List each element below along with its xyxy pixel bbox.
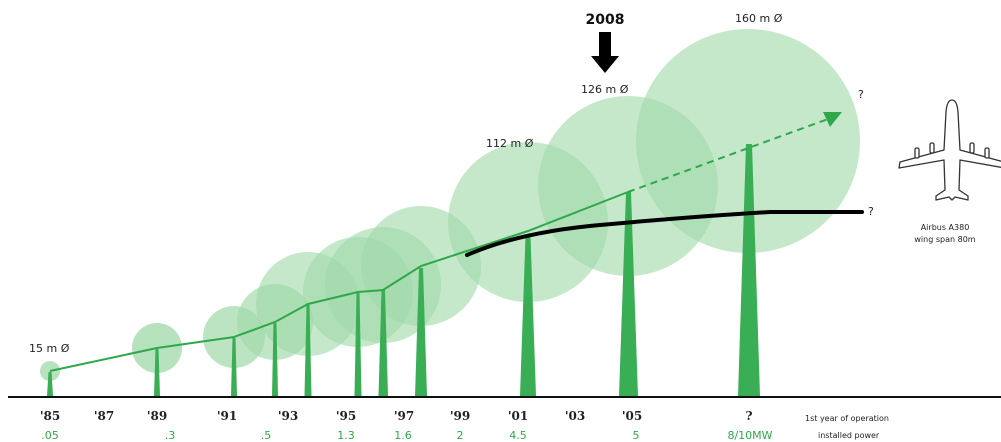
year-2008-label: 2008	[586, 12, 625, 28]
tower-05	[619, 192, 638, 396]
tower-93	[272, 323, 278, 396]
legend-year-of-operation: 1st year of operation	[805, 414, 889, 423]
tower-01	[520, 236, 536, 396]
year-label-97: '97	[394, 409, 414, 423]
towers	[47, 144, 760, 396]
power-label-future: 8/10MW	[727, 429, 772, 442]
year-label-89: '89	[147, 409, 167, 423]
year-labels: '85 '87 '89 '91 '93 '95 '97 '99 '01 '03 …	[40, 409, 753, 423]
down-arrow-icon	[591, 32, 619, 73]
year-label-93: '93	[278, 409, 298, 423]
airplane-wingspan: wing span 80m	[914, 235, 975, 244]
diameter-label-126m: 126 m Ø	[581, 83, 629, 96]
power-label-99: 2	[457, 429, 464, 442]
year-label-03: '03	[565, 409, 585, 423]
year-label-05: '05	[622, 409, 642, 423]
growth-trend-line	[49, 191, 629, 372]
tower-96	[378, 290, 388, 396]
power-label-95: 1.3	[337, 429, 355, 442]
power-label-05: 5	[633, 429, 640, 442]
power-label-01: 4.5	[509, 429, 527, 442]
power-label-93: .5	[261, 429, 272, 442]
power-label-97: 1.6	[394, 429, 412, 442]
power-label-85: .05	[41, 429, 59, 442]
tower-89	[154, 349, 160, 396]
diameter-label-160m: 160 m Ø	[735, 12, 783, 25]
tower-95a	[304, 305, 312, 396]
year-label-99: '99	[450, 409, 470, 423]
airplane-icon	[898, 99, 1001, 201]
rotor-circle-future	[636, 29, 860, 253]
power-label-89: .3	[165, 429, 176, 442]
tower-future	[738, 144, 760, 396]
year-label-95: '95	[336, 409, 356, 423]
rotor-circles	[40, 29, 860, 381]
projection-question-mark: ?	[858, 88, 864, 101]
plateau-line	[465, 210, 864, 257]
tower-85	[47, 372, 53, 396]
tower-95b	[354, 293, 362, 396]
year-label-future: ?	[745, 409, 752, 423]
tower-91	[231, 338, 237, 396]
tower-97	[415, 268, 427, 396]
year-label-91: '91	[217, 409, 237, 423]
year-label-85: '85	[40, 409, 60, 423]
year-label-87: '87	[94, 409, 114, 423]
year-2008-marker: 2008	[586, 12, 625, 73]
plateau-question-mark: ?	[868, 205, 874, 218]
airplane-name: Airbus A380	[921, 223, 970, 232]
diameter-label-112m: 112 m Ø	[486, 137, 534, 150]
legend-installed-power: installed power	[818, 431, 880, 440]
power-labels: .05 .3 .5 1.3 1.6 2 4.5 5 8/10MW	[41, 429, 772, 442]
diameter-label-15m: 15 m Ø	[29, 342, 70, 355]
year-label-01: '01	[508, 409, 528, 423]
growth-projection-arrowhead	[823, 112, 842, 127]
